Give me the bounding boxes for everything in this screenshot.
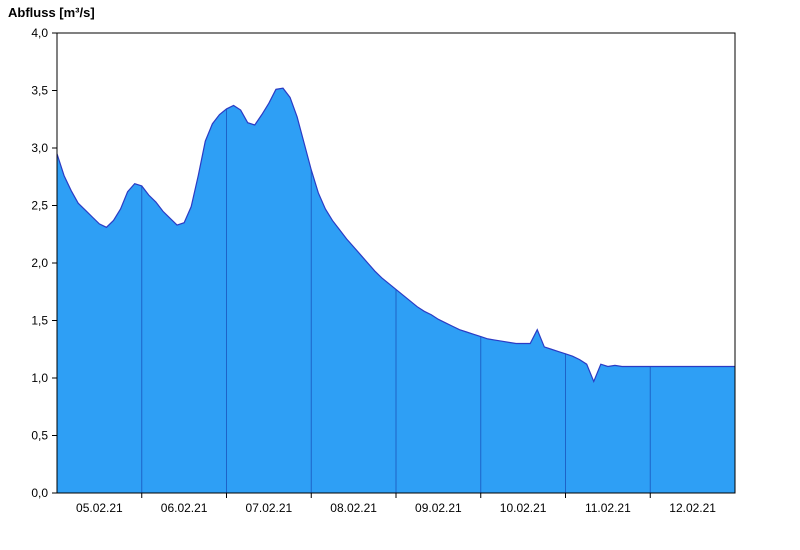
y-tick-label: 0,5 — [31, 429, 48, 443]
x-tick-label: 11.02.21 — [585, 501, 631, 515]
y-tick-label: 1,0 — [31, 371, 48, 385]
discharge-line — [56, 87, 735, 384]
x-tick-label: 05.02.21 — [76, 501, 123, 515]
x-tick-label: 10.02.21 — [500, 501, 547, 515]
y-tick-label: 2,5 — [31, 199, 48, 213]
y-tick-label: 1,5 — [31, 314, 48, 328]
x-tick-label: 08.02.21 — [330, 501, 377, 515]
x-tick-label: 06.02.21 — [161, 501, 208, 515]
x-tick-label: 12.02.21 — [669, 501, 716, 515]
y-tick-label: 0,0 — [31, 486, 48, 500]
x-tick-label: 09.02.21 — [415, 501, 462, 515]
y-tick-label: 3,0 — [31, 141, 48, 155]
x-tick-label: 07.02.21 — [246, 501, 293, 515]
chart-title: Abfluss [m³/s] — [8, 5, 95, 20]
y-tick-label: 3,5 — [31, 84, 48, 98]
y-tick-label: 4,0 — [31, 26, 48, 40]
y-tick-label: 2,0 — [31, 256, 48, 270]
